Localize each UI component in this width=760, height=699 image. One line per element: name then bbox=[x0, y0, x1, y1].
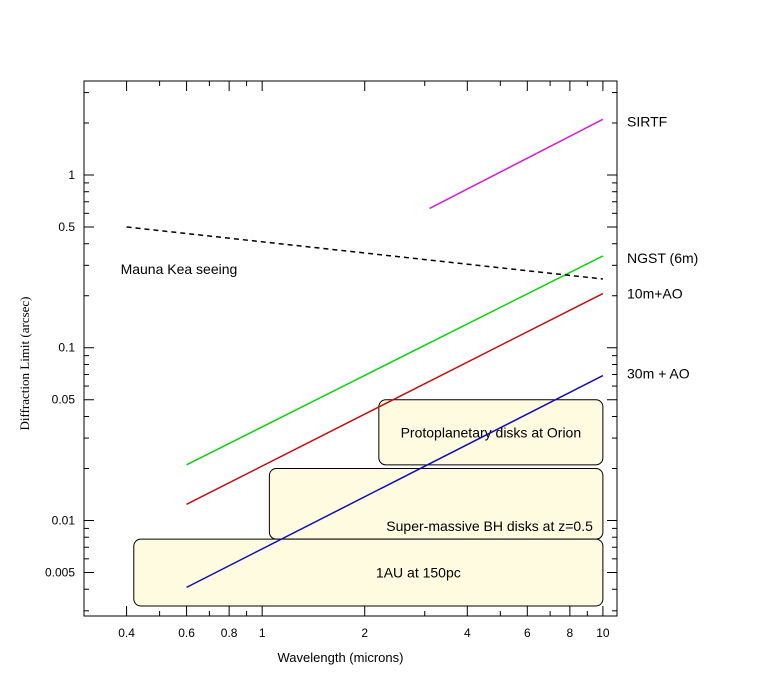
region-box-1au-at-150pc bbox=[133, 538, 604, 607]
y-tick-label: 0.01 bbox=[52, 513, 76, 527]
region-label-1au-at-150pc: 1AU at 150pc bbox=[376, 565, 461, 581]
series-line-30m-ao bbox=[186, 374, 604, 589]
series-label-mauna-kea-seeing: Mauna Kea seeing bbox=[121, 261, 238, 277]
series-line-mauna-kea-seeing bbox=[126, 226, 603, 280]
y-tick-label: 0.1 bbox=[58, 341, 75, 355]
x-tick-label: 0.8 bbox=[221, 626, 238, 640]
y-tick-label: 0.005 bbox=[45, 565, 75, 579]
series-label-sirtf: SIRTF bbox=[627, 113, 667, 129]
x-tick-label: 6 bbox=[524, 626, 531, 640]
labels-layer: SIRTF NGST (6m) 10m+AO 30m + AO Mauna Kea se… bbox=[45, 113, 698, 640]
series-label-ngst-6m: NGST (6m) bbox=[627, 250, 698, 266]
series-line-sirtf bbox=[429, 118, 604, 210]
y-axis-label: Diffraction Limit (arcsec) bbox=[17, 296, 32, 430]
series-line-10m-ao bbox=[186, 292, 604, 506]
region-label-super-massive-bh-disks-at-z-0-5: Super-massive BH disks at z=0.5 bbox=[386, 518, 593, 534]
series-label-30m-ao: 30m + AO bbox=[627, 366, 690, 382]
ticks-layer bbox=[83, 81, 617, 616]
x-tick-label: 1 bbox=[259, 626, 266, 640]
x-tick-label: 2 bbox=[361, 626, 368, 640]
plot-frame bbox=[83, 80, 618, 617]
series-layer bbox=[126, 118, 604, 589]
regions-layer: Protoplanetary disks at OrionSuper-massi… bbox=[133, 399, 604, 607]
x-tick-label: 4 bbox=[464, 626, 471, 640]
x-axis-label: Wavelength (microns) bbox=[278, 650, 404, 665]
y-tick-label: 0.5 bbox=[58, 220, 75, 234]
y-tick-label: 1 bbox=[68, 168, 75, 182]
x-tick-label: 0.4 bbox=[118, 626, 135, 640]
series-line-ngst-6m bbox=[186, 255, 604, 466]
x-tick-label: 0.6 bbox=[178, 626, 195, 640]
x-tick-label: 10 bbox=[596, 626, 610, 640]
y-tick-label: 0.05 bbox=[52, 393, 76, 407]
x-tick-label: 8 bbox=[567, 626, 574, 640]
series-label-10m-ao: 10m+AO bbox=[627, 286, 683, 302]
